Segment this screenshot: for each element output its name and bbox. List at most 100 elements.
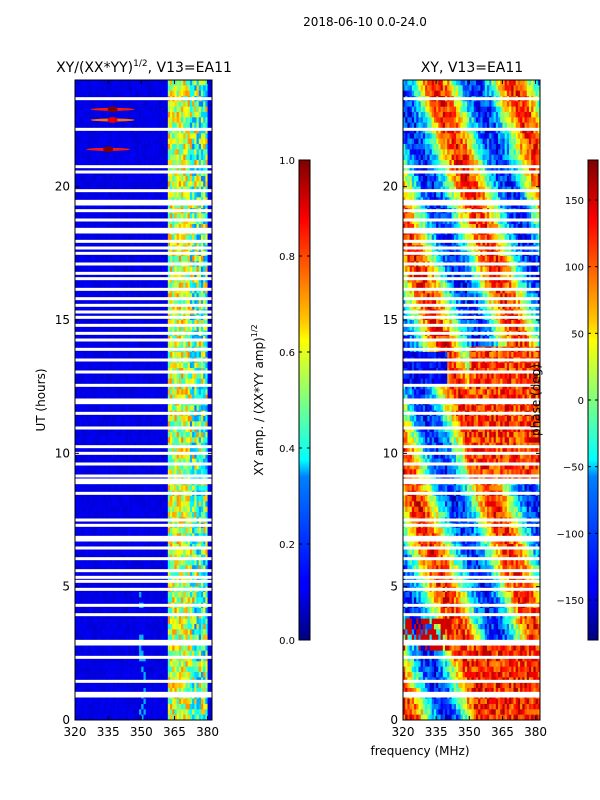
- amp-cell: [81, 325, 85, 332]
- amp-cell: [196, 234, 200, 241]
- amp-cell: [119, 202, 122, 209]
- amp-cell: [123, 256, 127, 262]
- amp-cell: [141, 432, 144, 438]
- amp-cell: [161, 352, 164, 358]
- amp-cell: [152, 213, 155, 220]
- amp-cell: [121, 192, 125, 198]
- amp-cell: [103, 304, 107, 310]
- amp-cell: [209, 144, 213, 150]
- amp-cell: [97, 234, 100, 241]
- amp-cell: [163, 234, 166, 241]
- amp-cell: [170, 176, 173, 182]
- amp-cell: [198, 138, 202, 145]
- amp-cell: [167, 160, 171, 166]
- amp-cell: [143, 277, 147, 284]
- amp-cell: [178, 277, 182, 284]
- amp-cell: [143, 234, 147, 241]
- amp-cell: [132, 165, 136, 172]
- amp-cell: [136, 181, 140, 188]
- amp-cell: [94, 341, 98, 348]
- amp-cell: [103, 224, 107, 230]
- amp-cell: [110, 341, 113, 348]
- amp-cell: [181, 224, 184, 230]
- amp-cell: [128, 389, 131, 396]
- amp-cell: [174, 160, 178, 166]
- amp-cell: [167, 117, 171, 124]
- amp-cell: [163, 192, 166, 198]
- amp-cell: [123, 325, 127, 332]
- amp-cell: [121, 80, 125, 86]
- amp-cell: [196, 112, 200, 118]
- amp-cell: [161, 224, 164, 230]
- amp-cell: [132, 352, 136, 358]
- amp-cell: [163, 117, 166, 124]
- amp-cell: [132, 181, 136, 188]
- amp-cell: [123, 266, 127, 273]
- amp-cell: [116, 432, 120, 438]
- amp-cell: [116, 213, 120, 220]
- amp-cell: [143, 202, 147, 209]
- amp-cell: [128, 282, 131, 289]
- amp-cell: [167, 133, 171, 140]
- amp-cell: [92, 85, 96, 92]
- amp-cell: [128, 160, 131, 166]
- amp-cell: [75, 176, 78, 182]
- amp-cell: [103, 421, 107, 428]
- amp-cell: [174, 272, 178, 278]
- amp-cell: [90, 277, 94, 284]
- amp-cell: [185, 176, 189, 182]
- amp-cell: [203, 421, 206, 428]
- amp-cell: [101, 288, 105, 294]
- amp-cell: [181, 378, 184, 385]
- amp-cell: [183, 154, 186, 161]
- amp-cell: [99, 213, 102, 220]
- amp-cell: [163, 149, 166, 156]
- amp-cell: [194, 170, 197, 177]
- amp-cell: [136, 170, 140, 177]
- amp-cell: [103, 154, 107, 161]
- amp-cell: [123, 378, 127, 385]
- amp-cell: [125, 320, 129, 326]
- amp-cell: [114, 320, 118, 326]
- amp-cell: [152, 154, 155, 161]
- amp-cell: [88, 304, 91, 310]
- amp-cell: [178, 282, 182, 289]
- amp-cell: [192, 170, 195, 177]
- amp-cell: [101, 394, 105, 401]
- amp-cell: [189, 352, 193, 358]
- amp-cell: [81, 256, 85, 262]
- amp-cell: [145, 117, 149, 124]
- amp-cell: [187, 405, 191, 412]
- amp-cell: [134, 272, 138, 278]
- amp-cell: [77, 389, 80, 396]
- amp-cell: [141, 240, 144, 246]
- amp-cell: [185, 432, 189, 438]
- amp-cell: [139, 80, 142, 86]
- amp-cell: [112, 298, 116, 305]
- amp-cell: [81, 160, 85, 166]
- amp-cell: [205, 288, 208, 294]
- amp-cell: [174, 202, 178, 209]
- amp-cell: [183, 101, 186, 108]
- amp-cell: [154, 112, 158, 118]
- amp-cell: [198, 176, 202, 182]
- amp-cell: [172, 224, 175, 230]
- amp-cell: [105, 325, 109, 332]
- amp-cell: [154, 394, 158, 401]
- amp-cell: [132, 224, 136, 230]
- amp-cell: [97, 266, 100, 273]
- amp-cell: [174, 122, 178, 129]
- amp-cell: [203, 362, 206, 369]
- amp-cell: [134, 144, 138, 150]
- amp-cell: [77, 288, 80, 294]
- amp-cell: [134, 298, 138, 305]
- amp-cell: [194, 378, 197, 385]
- amp-cell: [134, 240, 138, 246]
- amp-cell: [150, 426, 153, 433]
- amp-cell: [203, 352, 206, 358]
- amp-cell: [170, 298, 173, 305]
- amp-cell: [150, 416, 153, 422]
- amp-cell: [178, 341, 182, 348]
- amp-cell: [128, 421, 131, 428]
- amp-cell: [130, 341, 133, 348]
